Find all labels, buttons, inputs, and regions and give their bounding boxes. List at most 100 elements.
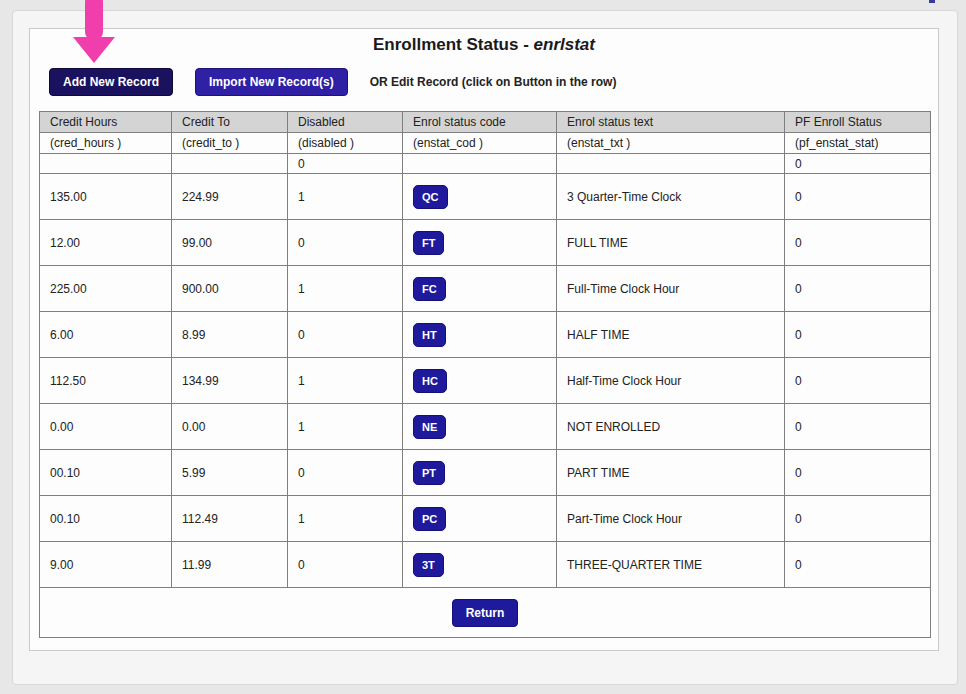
pink-arrow-annotation	[72, 0, 116, 64]
cell-credit-to: 134.99	[172, 358, 288, 404]
table-row: 00.10 5.99 0 PT PART TIME 0	[40, 450, 931, 496]
cell-credit-hours: 0.00	[40, 404, 172, 450]
cell-disabled: 1	[288, 266, 403, 312]
field-name-pf-enstat-stat: (pf_enstat_stat)	[785, 133, 931, 154]
table-row: 6.00 8.99 0 HT HALF TIME 0	[40, 312, 931, 358]
cell-enrol-status-code: QC	[403, 174, 557, 220]
table-row: 225.00 900.00 1 FC Full-Time Clock Hour …	[40, 266, 931, 312]
cell-enrol-status-code: HC	[403, 358, 557, 404]
cell-credit-to: 5.99	[172, 450, 288, 496]
cell-disabled: 0	[288, 220, 403, 266]
edit-record-button-hc[interactable]: HC	[413, 369, 447, 393]
cell-enrol-status-code: PC	[403, 496, 557, 542]
edit-record-hint: OR Edit Record (click on Button in the r…	[370, 75, 617, 89]
toolbar: Add New Record Import New Record(s) OR E…	[49, 68, 616, 96]
cell-credit-hours: 9.00	[40, 542, 172, 588]
default-disabled: 0	[288, 154, 403, 174]
page-title-text: Enrollment Status -	[373, 35, 534, 54]
import-new-records-button[interactable]: Import New Record(s)	[195, 68, 348, 96]
page-title: Enrollment Status - enrlstat	[30, 35, 938, 55]
cell-disabled: 0	[288, 542, 403, 588]
cell-credit-to: 99.00	[172, 220, 288, 266]
field-name-credit-to: (credit_to )	[172, 133, 288, 154]
cell-disabled: 1	[288, 496, 403, 542]
footer-cell: Return	[40, 588, 931, 638]
column-header-pf-enroll-status: PF Enroll Status	[785, 112, 931, 133]
content-panel: Enrollment Status - enrlstat Add New Rec…	[29, 28, 939, 651]
edit-record-button-qc[interactable]: QC	[413, 185, 448, 209]
cell-enrol-status-code: FT	[403, 220, 557, 266]
cell-disabled: 0	[288, 312, 403, 358]
cell-pf-enroll-status: 0	[785, 312, 931, 358]
table-row: 0.00 0.00 1 NE NOT ENROLLED 0	[40, 404, 931, 450]
cell-enrol-status-code: HT	[403, 312, 557, 358]
table-row: 9.00 11.99 0 3T THREE-QUARTER TIME 0	[40, 542, 931, 588]
page-title-table-name: enrlstat	[534, 35, 595, 54]
cell-credit-to: 112.49	[172, 496, 288, 542]
field-name-row: (cred_hours ) (credit_to ) (disabled ) (…	[40, 133, 931, 154]
edit-record-button-ht[interactable]: HT	[413, 323, 446, 347]
default-value-row: 0 0	[40, 154, 931, 174]
column-header-enrol-status-code: Enrol status code	[403, 112, 557, 133]
cell-pf-enroll-status: 0	[785, 496, 931, 542]
cutoff-text-fragment	[929, 0, 935, 3]
cell-enrol-status-code: 3T	[403, 542, 557, 588]
cell-disabled: 1	[288, 358, 403, 404]
cell-enrol-status-code: PT	[403, 450, 557, 496]
default-pf-enstat-stat: 0	[785, 154, 931, 174]
cell-credit-hours: 00.10	[40, 450, 172, 496]
cell-pf-enroll-status: 0	[785, 174, 931, 220]
column-header-credit-to: Credit To	[172, 112, 288, 133]
edit-record-button-fc[interactable]: FC	[413, 277, 446, 301]
outer-panel: Enrollment Status - enrlstat Add New Rec…	[12, 10, 958, 685]
cell-enrol-status-text: HALF TIME	[557, 312, 785, 358]
column-header-enrol-status-text: Enrol status text	[557, 112, 785, 133]
cell-enrol-status-code: NE	[403, 404, 557, 450]
edit-record-button-3t[interactable]: 3T	[413, 553, 444, 577]
column-header-credit-hours: Credit Hours	[40, 112, 172, 133]
edit-record-button-ft[interactable]: FT	[413, 231, 444, 255]
return-button[interactable]: Return	[452, 599, 519, 627]
table-row: 112.50 134.99 1 HC Half-Time Clock Hour …	[40, 358, 931, 404]
cell-enrol-status-text: Part-Time Clock Hour	[557, 496, 785, 542]
cell-credit-to: 900.00	[172, 266, 288, 312]
cell-credit-hours: 00.10	[40, 496, 172, 542]
field-name-disabled: (disabled )	[288, 133, 403, 154]
table-row: 12.00 99.00 0 FT FULL TIME 0	[40, 220, 931, 266]
edit-record-button-ne[interactable]: NE	[413, 415, 446, 439]
cell-credit-hours: 112.50	[40, 358, 172, 404]
edit-record-button-pc[interactable]: PC	[413, 507, 446, 531]
default-credit-hours	[40, 154, 172, 174]
cell-enrol-status-code: FC	[403, 266, 557, 312]
default-credit-to	[172, 154, 288, 174]
cell-credit-to: 0.00	[172, 404, 288, 450]
cell-enrol-status-text: PART TIME	[557, 450, 785, 496]
cell-pf-enroll-status: 0	[785, 220, 931, 266]
cell-enrol-status-text: THREE-QUARTER TIME	[557, 542, 785, 588]
enrollment-status-table: Credit Hours Credit To Disabled Enrol st…	[39, 111, 931, 638]
cell-credit-to: 8.99	[172, 312, 288, 358]
cell-disabled: 1	[288, 174, 403, 220]
cell-pf-enroll-status: 0	[785, 404, 931, 450]
edit-record-button-pt[interactable]: PT	[413, 461, 445, 485]
cell-credit-hours: 12.00	[40, 220, 172, 266]
cell-pf-enroll-status: 0	[785, 450, 931, 496]
cell-enrol-status-text: NOT ENROLLED	[557, 404, 785, 450]
column-header-disabled: Disabled	[288, 112, 403, 133]
cell-pf-enroll-status: 0	[785, 542, 931, 588]
field-name-enstat-cod: (enstat_cod )	[403, 133, 557, 154]
cell-enrol-status-text: 3 Quarter-Time Clock	[557, 174, 785, 220]
default-enstat-cod	[403, 154, 557, 174]
column-header-row: Credit Hours Credit To Disabled Enrol st…	[40, 112, 931, 133]
cell-disabled: 1	[288, 404, 403, 450]
add-new-record-button[interactable]: Add New Record	[49, 68, 173, 96]
field-name-cred-hours: (cred_hours )	[40, 133, 172, 154]
cell-pf-enroll-status: 0	[785, 358, 931, 404]
cell-credit-to: 11.99	[172, 542, 288, 588]
field-name-enstat-txt: (enstat_txt )	[557, 133, 785, 154]
cell-credit-to: 224.99	[172, 174, 288, 220]
table-row: 135.00 224.99 1 QC 3 Quarter-Time Clock …	[40, 174, 931, 220]
default-enstat-txt	[557, 154, 785, 174]
cell-disabled: 0	[288, 450, 403, 496]
cell-enrol-status-text: FULL TIME	[557, 220, 785, 266]
